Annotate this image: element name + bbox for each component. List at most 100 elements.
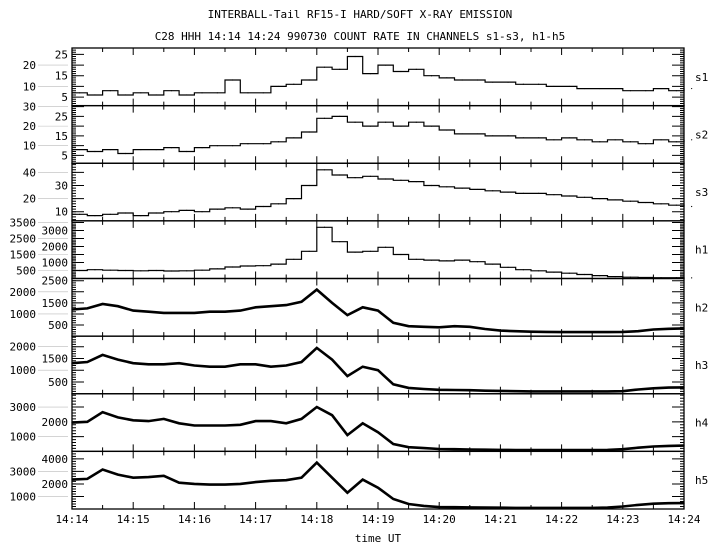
data-point-h4 [163, 418, 165, 420]
data-point-s3 [568, 195, 570, 197]
data-point-h2 [255, 306, 257, 308]
data-point-s1 [155, 94, 157, 96]
data-point-h4 [377, 431, 379, 433]
series-line-s3 [72, 169, 685, 217]
data-point-s1 [308, 79, 310, 81]
data-point-s1 [660, 87, 662, 90]
data-point-h1 [170, 270, 173, 272]
data-point-s3 [629, 200, 632, 202]
data-point-s1 [339, 68, 341, 70]
series-line-s2 [72, 115, 685, 155]
data-point-h3 [132, 362, 134, 364]
y-tick-label: 1000 [10, 490, 37, 503]
data-point-s1 [262, 92, 264, 94]
data-point-s2 [293, 137, 295, 139]
y-tick-label: 10 [23, 80, 36, 93]
data-point-s2 [522, 137, 524, 139]
data-point-s2 [339, 115, 341, 117]
y-tick-label: 25 [55, 110, 68, 123]
data-point-h2 [178, 312, 180, 314]
data-point-h5 [652, 503, 655, 505]
data-point-h1 [538, 270, 540, 272]
y-minor-ticks [72, 450, 684, 510]
data-point-h2 [453, 325, 456, 327]
data-point-h2 [591, 331, 593, 333]
data-point-s2 [262, 143, 264, 145]
data-point-h1 [415, 258, 417, 260]
data-point-h2 [576, 331, 578, 333]
data-point-h1 [293, 258, 295, 260]
data-point-h1 [140, 270, 142, 272]
data-point-h4 [622, 448, 624, 450]
y-tick-label: 2500 [10, 232, 37, 245]
data-point-s2 [369, 125, 371, 127]
data-point-h5 [285, 479, 287, 481]
data-point-h2 [285, 304, 287, 306]
data-point-s3 [232, 207, 234, 209]
data-point-h4 [117, 416, 119, 418]
y-tick-label: 4000 [42, 453, 69, 466]
data-point-h2 [499, 329, 501, 332]
data-point-s1 [232, 79, 234, 81]
data-point-h1 [354, 251, 356, 253]
data-point-s3 [155, 212, 157, 214]
data-point-h3 [408, 387, 410, 389]
data-point-s1 [430, 75, 433, 77]
data-point-h5 [423, 505, 425, 507]
data-point-h3 [117, 359, 119, 361]
data-point-h4 [545, 449, 547, 451]
data-point-h1 [124, 269, 127, 272]
y-tick-label: 15 [55, 70, 68, 83]
data-point-h5 [453, 506, 456, 508]
data-point-h3 [163, 363, 165, 365]
data-point-h5 [209, 483, 211, 486]
data-point-s2 [140, 148, 142, 151]
data-point-h1 [155, 269, 157, 272]
data-point-h3 [346, 375, 348, 377]
data-point-h5 [331, 477, 333, 479]
data-point-s2 [446, 129, 448, 131]
x-tick-label: 14:22 [545, 513, 578, 526]
y-tick-label: 30 [55, 180, 68, 193]
data-point-h3 [285, 364, 287, 367]
panel-s3: s3 40 30 20 10 [23, 162, 708, 222]
data-point-h2 [545, 331, 547, 333]
data-point-h5 [438, 506, 440, 508]
x-ticks [71, 163, 685, 221]
data-point-s1 [522, 83, 524, 85]
data-point-s3 [614, 199, 616, 201]
x-tick-label: 14:18 [300, 513, 333, 526]
y-tick-label: 3000 [10, 465, 37, 478]
data-point-h2 [132, 310, 134, 312]
data-point-h4 [239, 424, 241, 426]
data-point-s2 [308, 131, 310, 133]
data-point-h1 [323, 226, 326, 228]
data-point-h5 [362, 478, 364, 481]
data-point-h3 [224, 366, 226, 368]
y-tick-label: 1500 [42, 297, 69, 310]
y-tick-label: 2000 [10, 286, 37, 299]
data-point-h5 [668, 502, 670, 504]
series-line-s1 [72, 55, 685, 96]
data-point-s3 [538, 192, 540, 194]
data-point-s2 [507, 135, 509, 137]
data-point-h5 [132, 477, 134, 479]
data-point-h3 [668, 387, 670, 389]
data-point-h2 [515, 330, 517, 332]
y-tick-label: 30 [23, 101, 36, 114]
y-tick-label: 5 [61, 149, 68, 162]
data-point-s2 [430, 125, 433, 127]
data-point-s3 [140, 215, 142, 217]
panel-s2: s2 30 25 20 15 10 5 [23, 101, 708, 164]
data-point-h1 [553, 271, 555, 273]
data-point-h4 [668, 445, 670, 447]
data-point-h3 [637, 388, 639, 391]
data-point-h4 [132, 419, 134, 421]
data-point-h1 [94, 269, 96, 271]
data-point-h5 [622, 505, 624, 508]
data-point-h4 [423, 447, 425, 449]
data-point-s2 [568, 137, 570, 139]
data-point-s1 [354, 55, 356, 58]
chart-subtitle: C28 HHH 14:14 14:24 990730 COUNT RATE IN… [155, 30, 566, 43]
data-point-s3 [522, 192, 524, 194]
